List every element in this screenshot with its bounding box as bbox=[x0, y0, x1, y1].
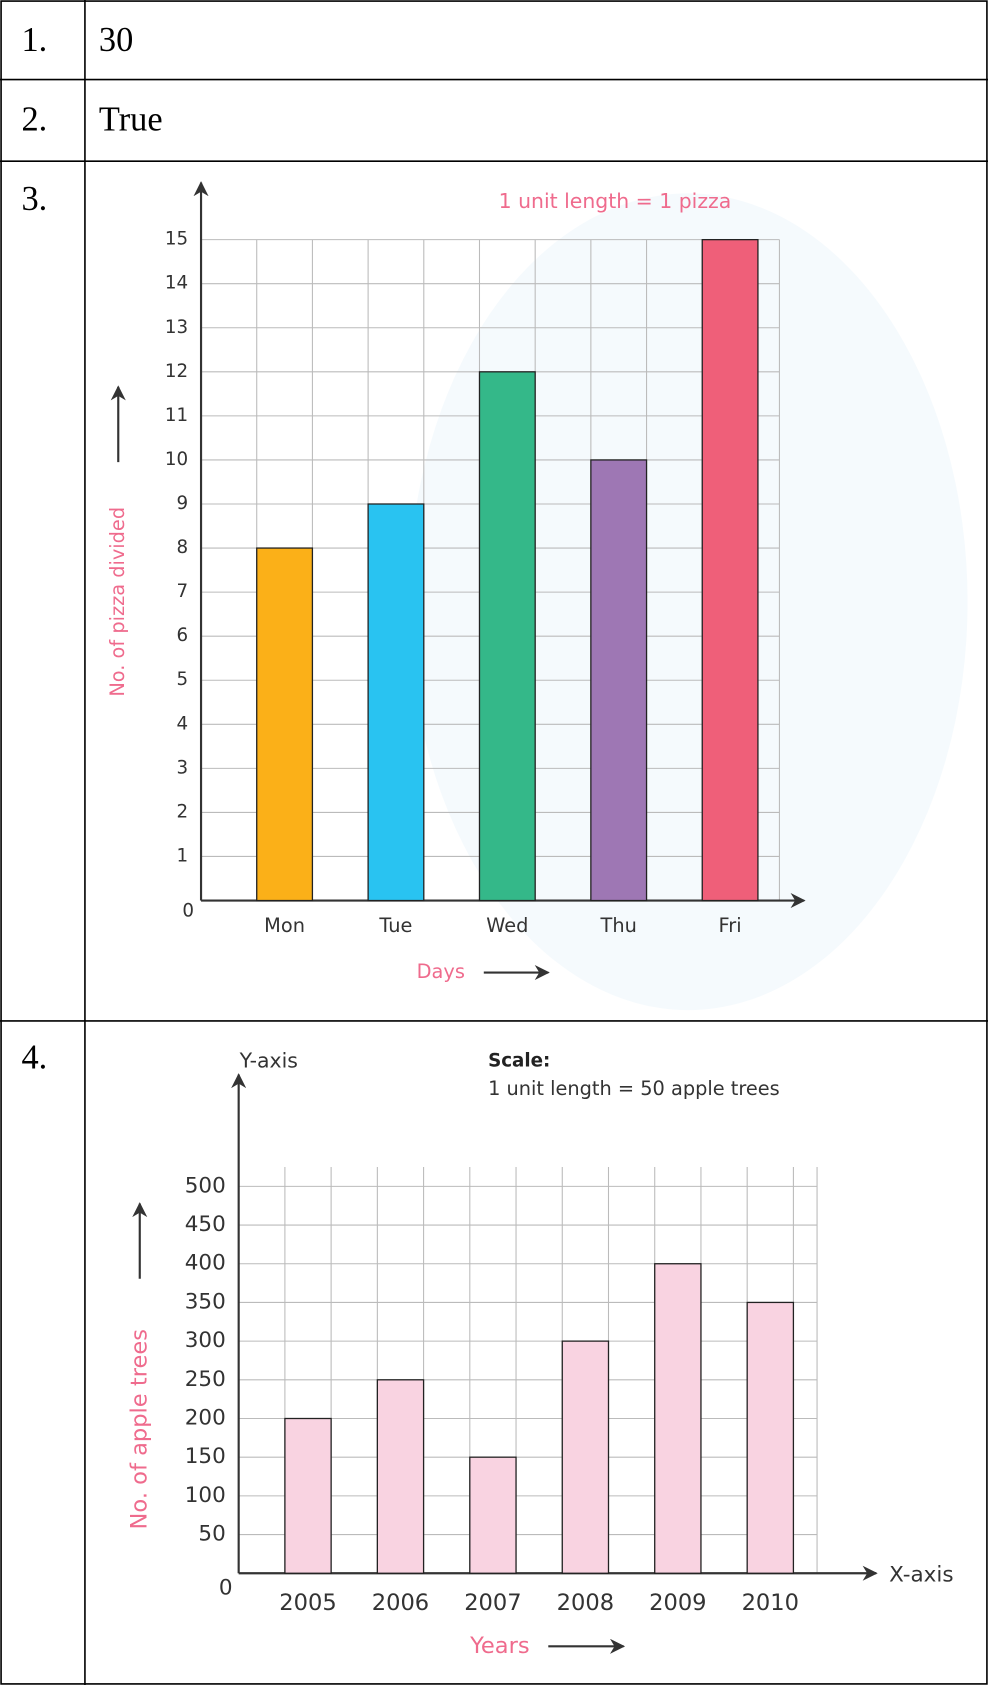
y-tick-label: 13 bbox=[165, 317, 188, 338]
bar bbox=[256, 547, 314, 902]
y-tick-label: 15 bbox=[165, 229, 188, 250]
y-tick-label: 500 bbox=[185, 1173, 226, 1198]
x-tick-label: 2009 bbox=[649, 1590, 706, 1616]
chart-title: Scale: bbox=[488, 1051, 550, 1072]
y-tick-label: 100 bbox=[185, 1483, 226, 1508]
y-tick-label: 14 bbox=[165, 273, 188, 294]
y-tick-label: 12 bbox=[165, 361, 188, 382]
x-tick-label: 2006 bbox=[372, 1590, 429, 1616]
bar bbox=[478, 371, 536, 902]
y-tick-label: 10 bbox=[165, 449, 188, 470]
x-tick-label: 2008 bbox=[557, 1590, 614, 1616]
row-label: 2. bbox=[22, 100, 48, 138]
row-label: 4. bbox=[22, 1039, 48, 1077]
x-tick-label: 2010 bbox=[742, 1590, 799, 1616]
y-tick-label: 7 bbox=[177, 581, 189, 602]
bar bbox=[701, 238, 759, 902]
y-tick-label: 9 bbox=[177, 493, 189, 514]
y-tick-label: 0 bbox=[219, 1575, 233, 1600]
y-tick-label: 50 bbox=[198, 1522, 225, 1547]
y-tick-label: 300 bbox=[185, 1328, 226, 1353]
y-tick-label: 3 bbox=[177, 757, 189, 778]
y-axis-title: No. of pizza divided bbox=[106, 507, 129, 697]
bar bbox=[746, 1301, 795, 1574]
chart-title: 1 unit length = 1 pizza bbox=[499, 189, 732, 213]
bar bbox=[590, 459, 648, 902]
x-tick-label: 2005 bbox=[279, 1590, 336, 1616]
y-tick-label: 11 bbox=[165, 405, 188, 426]
y-tick-label: 400 bbox=[185, 1251, 226, 1276]
x-axis-title: Days bbox=[417, 960, 465, 983]
bar bbox=[367, 503, 425, 902]
row-label: 1. bbox=[22, 21, 48, 59]
x-tick-label: Fri bbox=[719, 914, 742, 937]
bar bbox=[376, 1379, 425, 1574]
y-tick-label: 6 bbox=[177, 625, 189, 646]
x-tick-label: 2007 bbox=[464, 1590, 521, 1616]
bar bbox=[469, 1456, 517, 1574]
background-shape bbox=[408, 193, 968, 1011]
y-tick-label: 450 bbox=[185, 1212, 226, 1237]
row-text: True bbox=[99, 100, 163, 138]
y-tick-label: 200 bbox=[185, 1405, 226, 1430]
x-axis-title: Years bbox=[469, 1633, 530, 1659]
y-tick-label: 4 bbox=[177, 713, 189, 734]
y-tick-label: 250 bbox=[185, 1367, 226, 1392]
y-tick-label: 5 bbox=[177, 669, 189, 690]
y-tick-label: 2 bbox=[177, 801, 189, 822]
x-tick-label: Wed bbox=[486, 914, 528, 937]
y-axis-title: No. of apple trees bbox=[126, 1329, 152, 1529]
row-label: 3. bbox=[22, 180, 48, 218]
x-tick-label: Mon bbox=[264, 914, 305, 937]
bar bbox=[561, 1340, 610, 1574]
bar bbox=[654, 1263, 702, 1574]
y-tick-label: 350 bbox=[185, 1289, 226, 1314]
bar bbox=[284, 1417, 332, 1574]
x-axis-name: X-axis bbox=[889, 1562, 953, 1587]
y-tick-label: 1 bbox=[177, 845, 189, 866]
x-tick-label: Thu bbox=[600, 914, 637, 937]
x-tick-label: Tue bbox=[378, 914, 412, 937]
chart-subtitle: 1 unit length = 50 apple trees bbox=[488, 1077, 780, 1100]
y-tick-label: 150 bbox=[185, 1444, 226, 1469]
y-axis-name: Y-axis bbox=[239, 1049, 298, 1073]
row-text: 30 bbox=[99, 21, 133, 59]
y-tick-label: 0 bbox=[182, 900, 194, 921]
y-tick-label: 8 bbox=[177, 537, 189, 558]
